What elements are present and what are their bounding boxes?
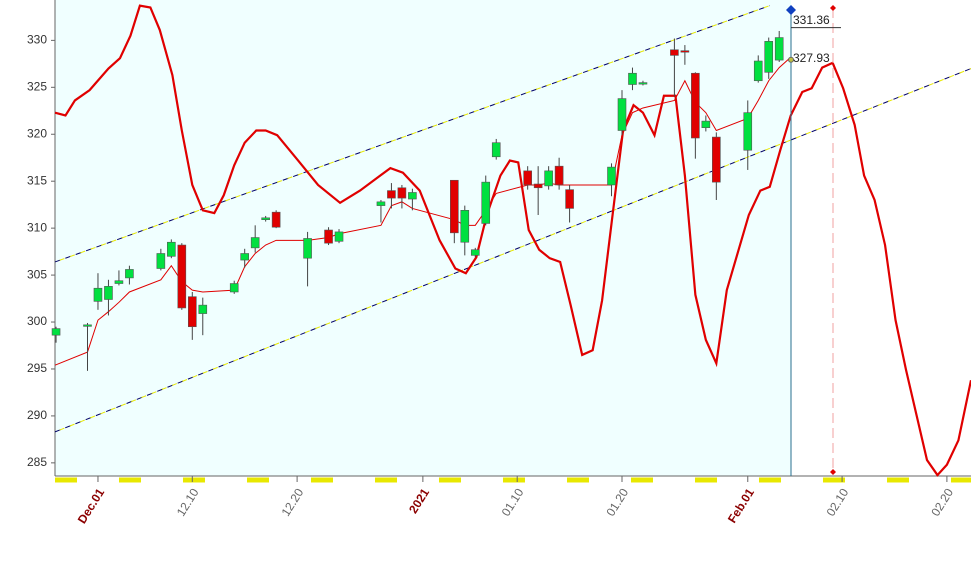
candle-body [324, 229, 333, 244]
annotation-label: 327.93 [793, 51, 830, 65]
candle-body [104, 286, 113, 300]
candle-body [187, 296, 197, 328]
candle-body [691, 72, 700, 139]
candle-body [617, 98, 627, 131]
candle-body [628, 72, 637, 85]
candle-body [387, 190, 396, 199]
candle-body [544, 170, 553, 187]
candle-body [638, 82, 648, 85]
candle-body [607, 166, 616, 186]
candle-body [680, 50, 690, 53]
candle-body [114, 280, 124, 284]
candle-body [376, 201, 386, 206]
candle-body [450, 179, 459, 234]
y-tick-label: 295 [27, 361, 47, 375]
candle-body [303, 238, 312, 259]
candle-body [470, 249, 480, 256]
candle-body [334, 231, 344, 242]
channel-line-accent [54, 68, 971, 433]
candle-body [743, 112, 753, 151]
candle-body [670, 49, 679, 56]
candle-body [261, 217, 270, 220]
candle-body [240, 253, 249, 261]
candle-body [523, 170, 532, 186]
candle-body [481, 181, 491, 224]
candle-body [83, 324, 92, 327]
y-tick-label: 325 [27, 79, 47, 93]
candle-body [229, 283, 239, 293]
candle-body [460, 210, 470, 243]
candle-body [156, 253, 166, 269]
y-tick-label: 305 [27, 267, 47, 281]
y-tick-label: 315 [27, 173, 47, 187]
annotation-label: 331.36 [793, 13, 830, 27]
candle-body [167, 241, 176, 257]
candle-body [533, 183, 543, 189]
y-tick-label: 285 [27, 455, 47, 469]
y-tick-label: 330 [27, 33, 47, 47]
current-diamond [786, 5, 796, 15]
candle-body [397, 187, 407, 199]
candle-body [753, 60, 763, 82]
y-tick-label: 310 [27, 220, 47, 234]
candle-body [491, 142, 501, 158]
channel-line-accent [54, 5, 770, 263]
candle-body [554, 165, 564, 186]
candle-body [271, 211, 281, 228]
candle-body [701, 120, 711, 128]
indicator-line [54, 4, 971, 477]
candle-body [764, 41, 774, 73]
y-tick-label: 300 [27, 314, 47, 328]
candle-body [177, 244, 187, 309]
y-tick-label: 320 [27, 126, 47, 140]
candle-body [408, 192, 417, 200]
candle-body [51, 328, 61, 336]
future-marker-top [830, 5, 836, 11]
candle-body [565, 189, 574, 209]
candle-body [125, 269, 134, 279]
plot-background [55, 0, 791, 476]
annotation-dot [788, 56, 794, 63]
y-tick-label: 290 [27, 408, 47, 422]
future-marker-bottom [830, 469, 836, 475]
candle-body [712, 136, 721, 183]
candle-body [774, 37, 784, 61]
candle-body [198, 304, 208, 314]
candle-body [250, 237, 260, 249]
candle-body [93, 287, 103, 302]
